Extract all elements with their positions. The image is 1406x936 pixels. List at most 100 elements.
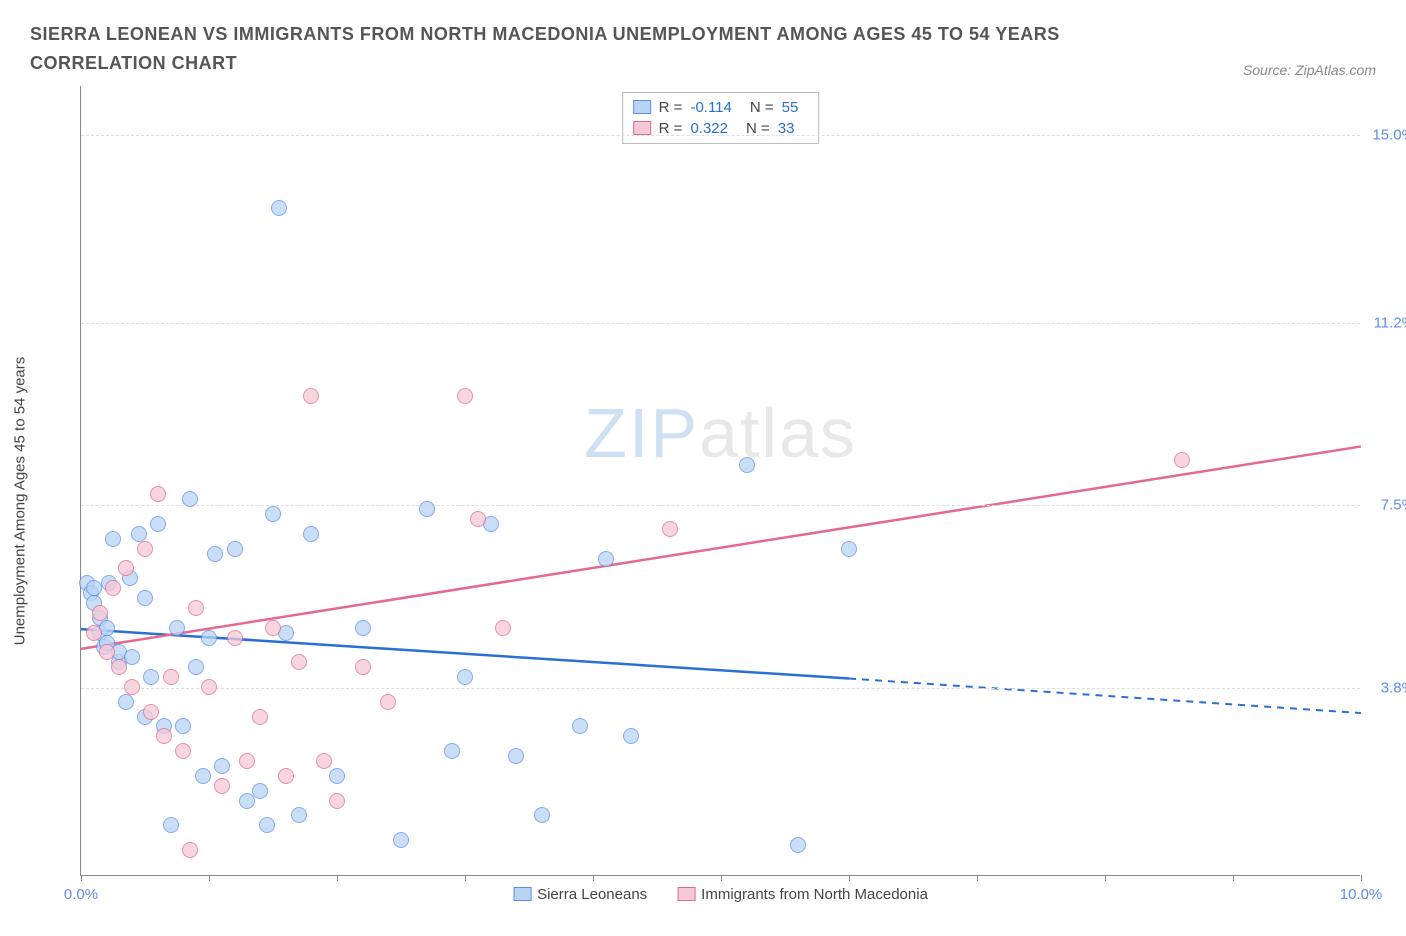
legend-swatch	[633, 100, 651, 114]
data-point	[99, 644, 115, 660]
data-point	[380, 694, 396, 710]
x-tick	[849, 875, 850, 881]
x-tick-label: 10.0%	[1340, 886, 1383, 903]
data-point	[419, 501, 435, 517]
data-point	[841, 541, 857, 557]
x-tick	[721, 875, 722, 881]
x-tick	[1233, 875, 1234, 881]
data-point	[508, 748, 524, 764]
data-point	[457, 388, 473, 404]
r-value: -0.114	[690, 99, 731, 116]
data-point	[355, 620, 371, 636]
data-point	[271, 200, 287, 216]
data-point	[1174, 452, 1190, 468]
data-point	[201, 630, 217, 646]
y-axis-label: Unemployment Among Ages 45 to 54 years	[12, 356, 29, 645]
data-point	[143, 669, 159, 685]
data-point	[86, 580, 102, 596]
data-point	[252, 709, 268, 725]
data-point	[393, 832, 409, 848]
data-point	[790, 837, 806, 853]
y-tick-label: 15.0%	[1372, 126, 1406, 143]
gridline	[81, 323, 1360, 324]
x-tick-label: 0.0%	[64, 886, 98, 903]
data-point	[175, 718, 191, 734]
data-point	[534, 807, 550, 823]
data-point	[163, 817, 179, 833]
x-tick	[465, 875, 466, 881]
source-label: Source: ZipAtlas.com	[1243, 62, 1376, 78]
legend-item: Sierra Leoneans	[513, 886, 647, 903]
data-point	[739, 457, 755, 473]
data-point	[214, 778, 230, 794]
watermark: ZIPatlas	[584, 393, 857, 473]
legend-swatch	[677, 887, 695, 901]
data-point	[86, 625, 102, 641]
data-point	[188, 659, 204, 675]
x-tick	[593, 875, 594, 881]
n-value: 55	[782, 99, 799, 116]
legend-item: Immigrants from North Macedonia	[677, 886, 928, 903]
data-point	[214, 758, 230, 774]
data-point	[207, 546, 223, 562]
legend-label: Sierra Leoneans	[537, 886, 647, 903]
plot-area: ZIPatlas R =-0.114N =55R =0.322N =33 3.8…	[80, 86, 1360, 876]
data-point	[131, 526, 147, 542]
data-point	[329, 793, 345, 809]
data-point	[265, 506, 281, 522]
data-point	[303, 526, 319, 542]
x-tick	[209, 875, 210, 881]
data-point	[278, 768, 294, 784]
data-point	[105, 580, 121, 596]
x-tick	[337, 875, 338, 881]
data-point	[239, 753, 255, 769]
data-point	[201, 679, 217, 695]
data-point	[156, 728, 172, 744]
data-point	[457, 669, 473, 685]
data-point	[303, 388, 319, 404]
y-tick-label: 3.8%	[1381, 679, 1406, 696]
data-point	[150, 486, 166, 502]
data-point	[572, 718, 588, 734]
n-label: N =	[750, 99, 774, 116]
data-point	[316, 753, 332, 769]
data-point	[329, 768, 345, 784]
data-point	[169, 620, 185, 636]
r-label: R =	[659, 99, 683, 116]
y-tick-label: 7.5%	[1381, 497, 1406, 514]
series-legend: Sierra Leoneans Immigrants from North Mac…	[513, 886, 928, 903]
data-point	[150, 516, 166, 532]
data-point	[598, 551, 614, 567]
data-point	[105, 531, 121, 547]
data-point	[227, 541, 243, 557]
data-point	[623, 728, 639, 744]
data-point	[188, 600, 204, 616]
data-point	[227, 630, 243, 646]
data-point	[182, 491, 198, 507]
chart-container: Unemployment Among Ages 45 to 54 years Z…	[30, 86, 1376, 916]
chart-title: SIERRA LEONEAN VS IMMIGRANTS FROM NORTH …	[30, 20, 1130, 78]
data-point	[182, 842, 198, 858]
data-point	[265, 620, 281, 636]
data-point	[124, 679, 140, 695]
data-point	[143, 704, 159, 720]
data-point	[92, 605, 108, 621]
legend-swatch	[513, 887, 531, 901]
data-point	[495, 620, 511, 636]
data-point	[195, 768, 211, 784]
data-point	[137, 541, 153, 557]
data-point	[118, 694, 134, 710]
data-point	[662, 521, 678, 537]
x-tick	[1361, 875, 1362, 881]
y-tick-label: 11.2%	[1374, 314, 1406, 331]
data-point	[444, 743, 460, 759]
x-tick	[81, 875, 82, 881]
data-point	[252, 783, 268, 799]
legend-label: Immigrants from North Macedonia	[701, 886, 928, 903]
gridline	[81, 135, 1360, 136]
x-tick	[977, 875, 978, 881]
stats-row: R = -0.114 N = 55	[633, 97, 809, 118]
data-point	[355, 659, 371, 675]
data-point	[291, 807, 307, 823]
data-point	[470, 511, 486, 527]
